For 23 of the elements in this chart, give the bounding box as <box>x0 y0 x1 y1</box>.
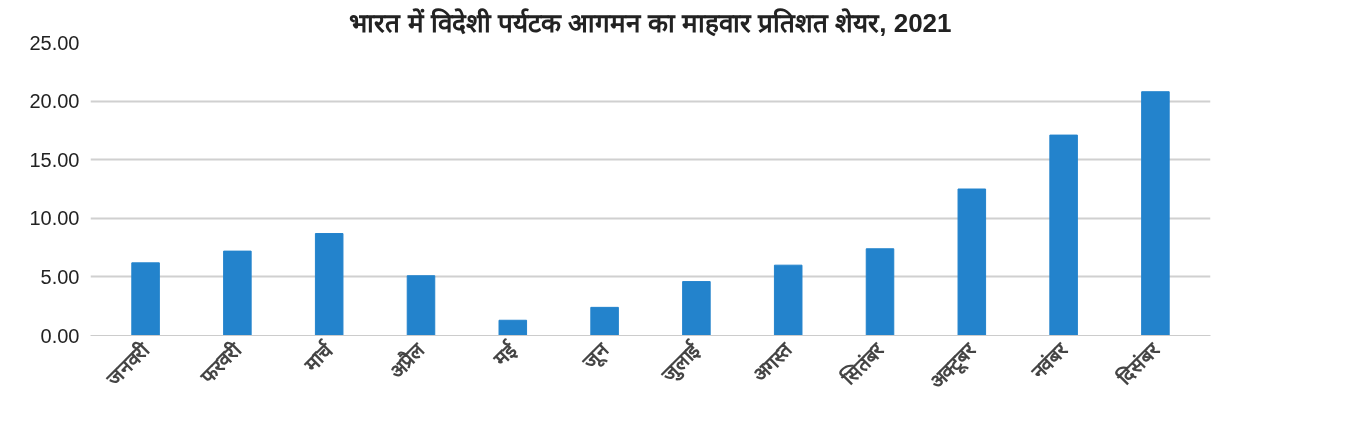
bar <box>773 264 803 336</box>
y-tick-label: 15.00 <box>29 148 80 171</box>
bar <box>865 248 895 336</box>
x-tick-label: नवंबर <box>1026 338 1073 384</box>
y-tick-label: 5.00 <box>40 265 80 288</box>
chart-title: भारत में विदेशी पर्यटक आगमन का माहवार प्रतिशत शेयर, 2021 <box>349 7 952 38</box>
bar <box>1049 134 1078 336</box>
y-tick-label: 25.00 <box>29 31 80 54</box>
bar <box>314 233 344 336</box>
x-tick-label: मार्च <box>298 337 338 377</box>
bar <box>131 262 160 336</box>
x-tick-label: मई <box>488 337 522 371</box>
bar <box>682 281 711 336</box>
y-tick-label: 0.00 <box>40 324 80 347</box>
y-tick-label: 20.00 <box>29 90 80 113</box>
bar <box>957 188 987 336</box>
bar <box>498 319 528 336</box>
x-tick-label: जून <box>577 338 615 375</box>
bar <box>1141 91 1170 336</box>
y-tick-label: 10.00 <box>29 207 80 230</box>
bar <box>406 275 436 336</box>
bar <box>590 306 619 336</box>
bar <box>223 250 252 336</box>
